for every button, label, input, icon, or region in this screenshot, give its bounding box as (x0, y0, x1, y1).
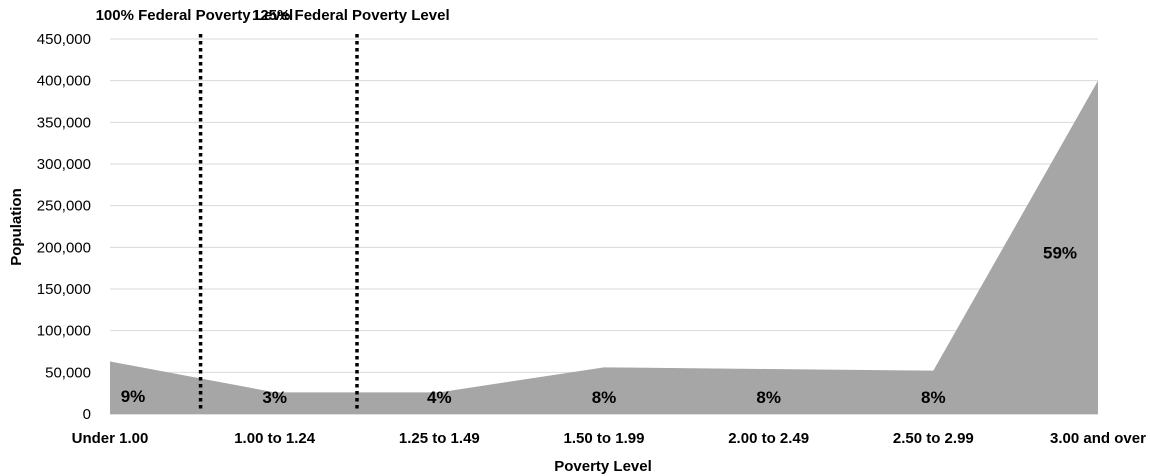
area-fill (110, 80, 1098, 415)
y-tick-label: 400,000 (37, 73, 91, 90)
y-tick-label: 350,000 (37, 114, 91, 131)
y-axis-ticks: 0 50,000 100,000 150,000 200,000 250,000 300,0… (37, 31, 91, 423)
y-tick-label: 50,000 (45, 364, 91, 381)
x-tick-label: 2.00 to 2.49 (728, 430, 809, 447)
x-tick-label: 1.25 to 1.49 (399, 430, 480, 447)
x-tick-label: 3.00 and over (1050, 430, 1146, 447)
y-tick-label: 0 (83, 406, 91, 423)
data-labels: 9% 3% 4% 8% 8% 8% 59% (121, 243, 1077, 407)
x-tick-label: 1.00 to 1.24 (234, 430, 316, 447)
y-tick-label: 200,000 (37, 239, 91, 256)
gridlines (110, 38, 1098, 415)
data-label: 59% (1043, 243, 1077, 262)
y-tick-label: 150,000 (37, 281, 91, 298)
y-tick-label: 250,000 (37, 198, 91, 215)
x-tick-label: 1.50 to 1.99 (564, 430, 645, 447)
y-tick-label: 300,000 (37, 156, 91, 173)
reference-line-label: 125% Federal Poverty Level (252, 7, 450, 24)
x-axis-title: Poverty Level (554, 458, 652, 475)
x-tick-label: Under 1.00 (72, 430, 149, 447)
y-axis-title: Population (8, 188, 25, 266)
data-label: 4% (427, 388, 452, 407)
reference-line-label: 100% Federal Poverty Level (96, 7, 294, 24)
area-series (109, 80, 1099, 415)
x-axis-ticks: Under 1.00 1.00 to 1.24 1.25 to 1.49 1.50 t… (72, 430, 1146, 447)
y-tick-label: 100,000 (37, 323, 91, 340)
data-label: 8% (756, 388, 781, 407)
data-label: 8% (921, 388, 946, 407)
data-label: 9% (121, 387, 146, 406)
data-label: 3% (262, 388, 287, 407)
x-tick-label: 2.50 to 2.99 (893, 430, 974, 447)
data-label: 8% (592, 388, 617, 407)
y-tick-label: 450,000 (37, 31, 91, 48)
